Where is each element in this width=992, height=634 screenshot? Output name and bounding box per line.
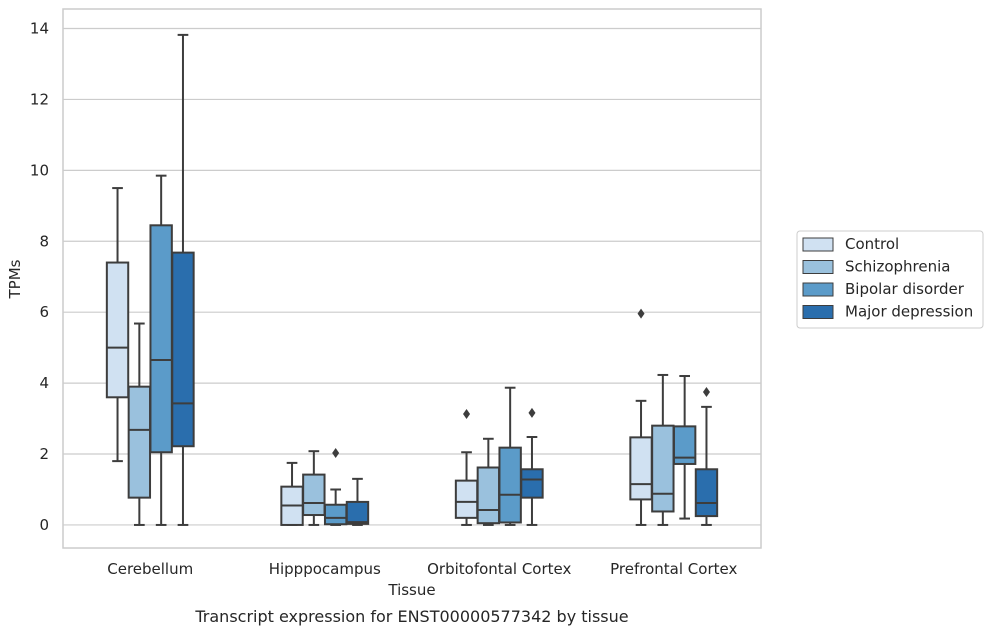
iqr-box: [498, 446, 522, 524]
y-tick-label: 6: [39, 303, 49, 321]
x-tick-label: Cerebellum: [107, 560, 193, 578]
box-schizophrenia: [127, 322, 152, 526]
box-control: [105, 187, 130, 463]
x-tick-label: Hipppocampus: [269, 560, 381, 578]
y-tick-label: 14: [30, 20, 49, 38]
iqr-box: [105, 261, 130, 399]
box-major-depression: [345, 477, 370, 526]
y-tick-label: 4: [39, 374, 49, 392]
legend-label: Major depression: [845, 303, 973, 321]
iqr-box: [302, 473, 326, 517]
y-tick-labels: 0 2 4 6 8 10 12 14: [30, 20, 49, 534]
legend-swatch: [802, 260, 834, 274]
box-schizophrenia: [476, 437, 501, 526]
y-tick-label: 12: [30, 90, 49, 108]
legend-label: Control: [845, 235, 899, 253]
box-bipolar-disorder: [149, 174, 173, 526]
iqr-box: [476, 466, 501, 525]
box-control: [280, 461, 304, 526]
x-axis-label: Tissue: [387, 581, 435, 599]
outlier-point: [702, 386, 710, 397]
legend-swatch: [802, 237, 834, 252]
iqr-box: [171, 251, 195, 448]
y-tick-label: 10: [30, 161, 49, 179]
outlier-point: [332, 447, 340, 458]
box-schizophrenia: [651, 373, 675, 526]
box-bipolar-disorder: [323, 447, 348, 526]
iqr-box: [651, 424, 675, 513]
y-tick-label: 2: [39, 445, 49, 463]
legend-frame: [796, 230, 984, 329]
legend-label: Bipolar disorder: [845, 280, 965, 298]
iqr-box: [672, 425, 697, 465]
box-bipolar-disorder: [498, 386, 522, 526]
legend-swatch: [802, 305, 834, 319]
box-bipolar-disorder: [672, 375, 697, 520]
iqr-box: [127, 385, 152, 499]
outlier-point: [528, 407, 536, 418]
box-major-depression: [520, 407, 544, 526]
x-tick-label: Prefrontal Cortex: [610, 560, 737, 578]
iqr-box: [629, 436, 653, 501]
box-control: [454, 408, 479, 526]
box-major-depression: [171, 33, 195, 526]
legend: Control Schizophrenia Bipolar disorder Majo…: [796, 230, 984, 329]
box-schizophrenia: [302, 450, 326, 526]
iqr-box: [345, 500, 370, 525]
outlier-point: [637, 308, 645, 319]
box-plots: [105, 33, 719, 526]
box-major-depression: [694, 386, 719, 526]
y-axis-label: TPMs: [6, 259, 24, 299]
iqr-box: [454, 479, 479, 519]
box-control: [629, 308, 653, 526]
x-tick-labels: Cerebellum Hipppocampus Orbitofontal Corte…: [107, 560, 737, 578]
chart-caption: Transcript expression for ENST0000057734…: [194, 607, 628, 626]
legend-label: Schizophrenia: [845, 258, 950, 276]
outlier-point: [463, 408, 471, 419]
y-tick-label: 8: [39, 232, 49, 250]
iqr-box: [694, 468, 719, 518]
plot-area-frame: [62, 8, 762, 549]
x-tick-label: Orbitofontal Cortex: [427, 560, 571, 578]
iqr-box: [149, 224, 173, 454]
iqr-box: [323, 503, 348, 526]
iqr-box: [520, 468, 544, 499]
legend-swatch: [802, 282, 834, 297]
y-tick-label: 0: [39, 516, 49, 534]
